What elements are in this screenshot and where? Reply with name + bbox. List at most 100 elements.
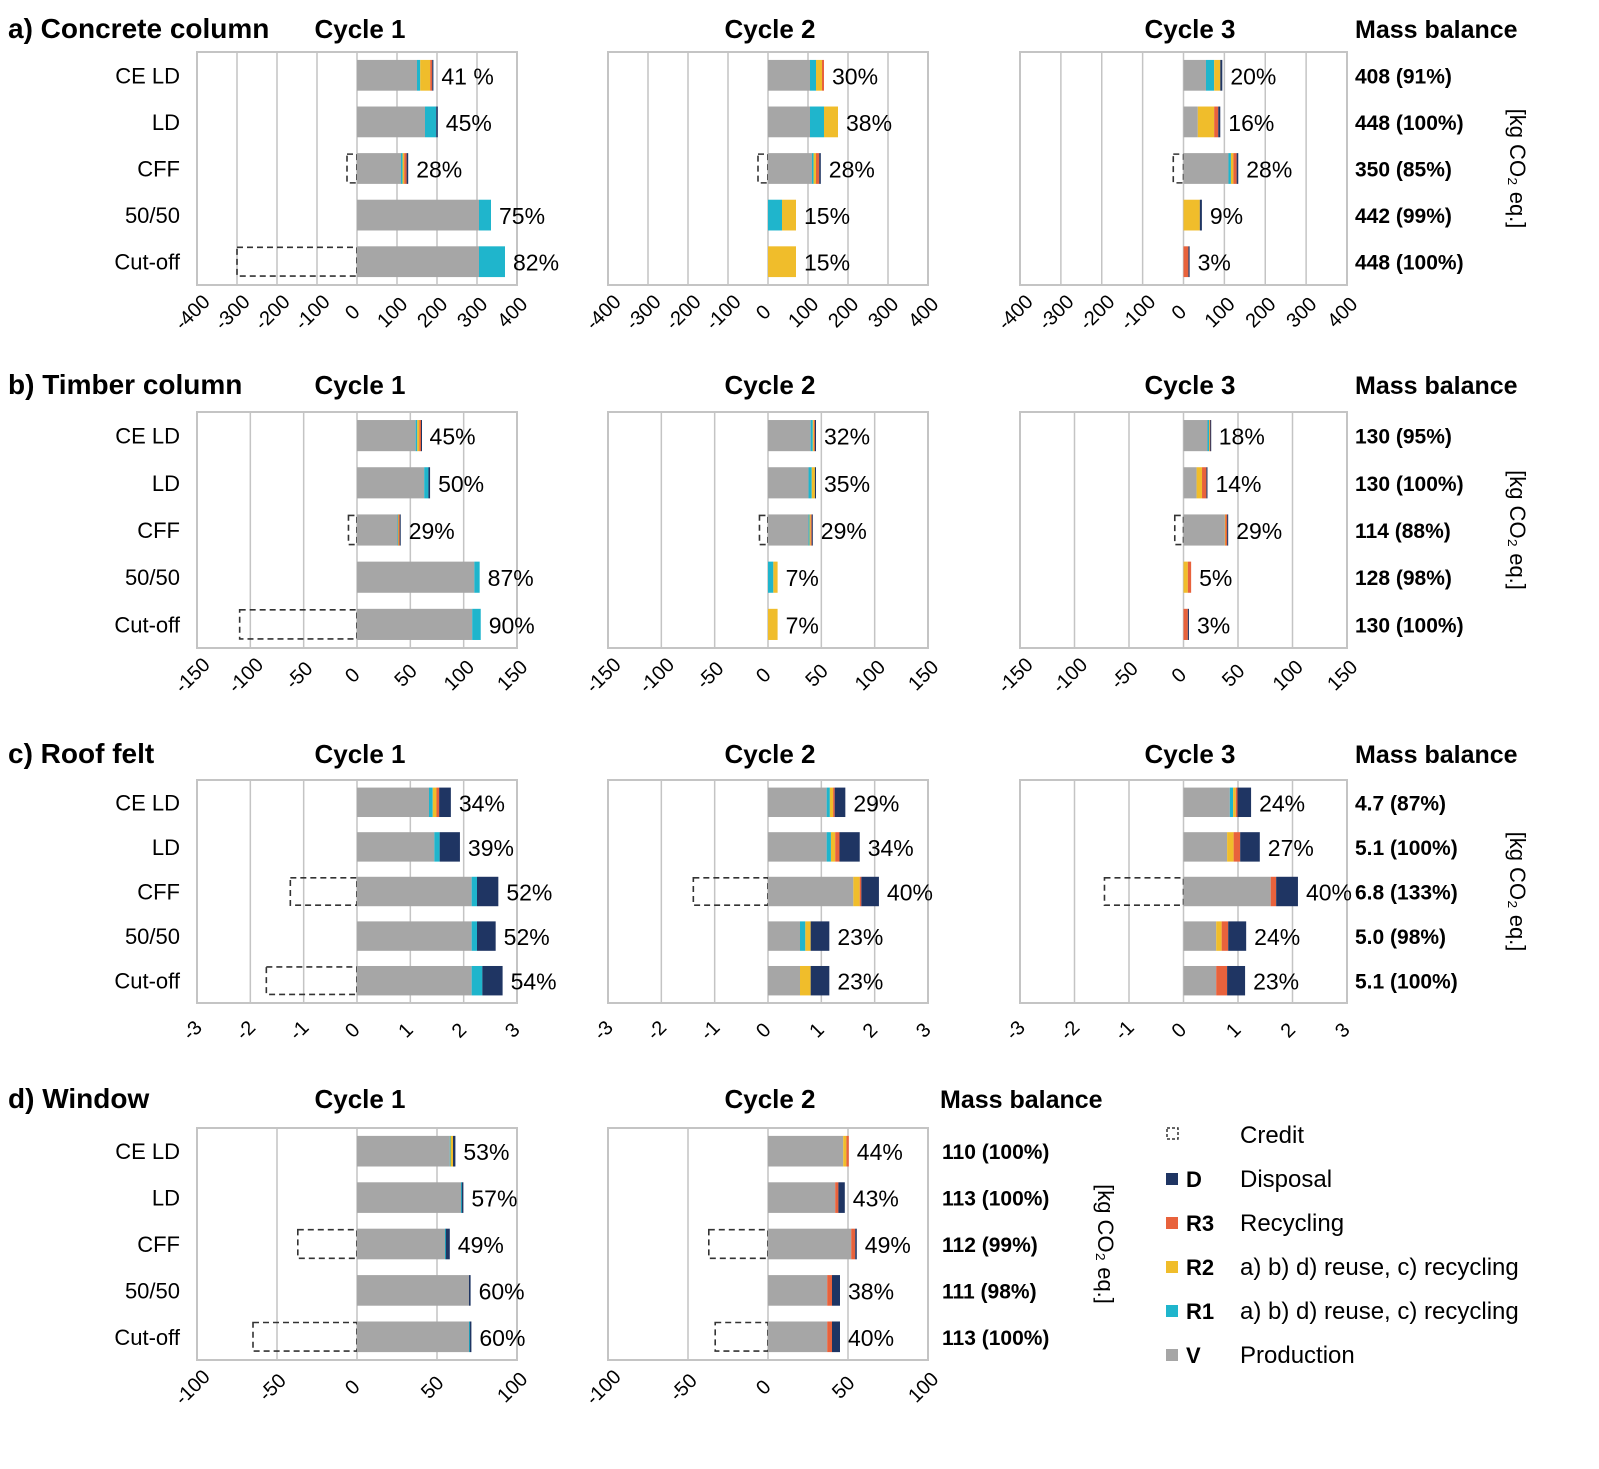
bar-segment-v	[357, 787, 429, 818]
mass-balance-value: 5.1 (100%)	[1355, 971, 1458, 994]
bar-segment-r2	[1233, 787, 1236, 818]
bar-segment-d	[445, 1228, 450, 1260]
bar-segment-d	[439, 832, 460, 862]
panel-0-cycle-3: Cycle 3 -400-300-200-100 0 100 200 300 400 20% 1…	[994, 14, 1363, 335]
bar-segment-v	[768, 106, 810, 138]
percent-label: 23%	[1253, 969, 1299, 995]
category-label: Cut-off	[114, 250, 181, 275]
bar-segment-d	[832, 1321, 840, 1353]
bar-segment-r2	[805, 921, 811, 951]
x-tick-label: 0	[752, 301, 775, 324]
bar-segment-r1	[469, 1321, 470, 1353]
bar-segment-r2	[1209, 420, 1211, 452]
legend-item: R1 a) b) d) reuse, c) recycling	[1166, 1298, 1519, 1325]
x-tick-label: 0	[341, 664, 364, 687]
cycle-title: Cycle 2	[724, 370, 815, 400]
bar-row-50-50: 38%	[768, 1275, 894, 1306]
percent-label: 87%	[488, 565, 534, 591]
bar-segment-r1	[1207, 420, 1210, 452]
mass-balance-value: 112 (99%)	[942, 1234, 1038, 1257]
x-tick-label: -400	[171, 291, 215, 335]
bar-row-cut-off: 3%	[1183, 608, 1230, 640]
bar-segment-r1	[424, 467, 429, 499]
cycle-title: Cycle 1	[314, 1084, 405, 1114]
mass-balance-value: 4.7 (87%)	[1355, 792, 1446, 815]
credit-bar	[707, 1228, 769, 1260]
bar-segment-r1	[479, 199, 491, 231]
percent-label: 34%	[459, 790, 505, 816]
x-tick-label: 0	[341, 1376, 364, 1399]
bar-segment-r3	[816, 153, 820, 184]
unit-label: [kg CO₂ eq.]	[1505, 470, 1530, 590]
legend-swatch-v	[1166, 1349, 1178, 1361]
percent-label: 41 %	[441, 63, 493, 89]
bar-segment-r2	[824, 106, 838, 138]
percent-label: 60%	[479, 1325, 525, 1351]
bar-row-cff: 29%	[1173, 514, 1282, 546]
x-tick-label: -2	[232, 1017, 260, 1045]
bar-segment-r2	[1224, 514, 1226, 546]
bar-segment-r3	[1202, 467, 1207, 499]
bar-segment-d	[861, 876, 879, 907]
bar-segment-r1	[826, 832, 831, 862]
x-tick-label: 100	[851, 656, 890, 695]
bar-segment-v	[768, 787, 827, 818]
bar-segment-r2	[853, 876, 860, 907]
legend-swatch-credit	[1166, 1127, 1179, 1140]
bar-segment-r2	[1214, 59, 1221, 91]
bar-segment-r3	[1183, 608, 1188, 640]
mass-balance-title: Mass balance	[1355, 372, 1518, 400]
section-title: a) Concrete column	[8, 13, 269, 44]
percent-label: 54%	[511, 969, 557, 995]
bar-row-ld: 57%	[357, 1182, 517, 1213]
cycle-title: Cycle 1	[314, 370, 405, 400]
percent-label: 45%	[446, 110, 492, 136]
category-label: CE LD	[115, 63, 180, 88]
bar-segment-v	[1183, 514, 1225, 546]
x-tick-label: -150	[582, 654, 626, 698]
bar-segment-v	[357, 467, 425, 499]
credit-bar	[252, 1321, 358, 1352]
x-tick-label: -50	[255, 1370, 291, 1406]
category-label: LD	[152, 1186, 180, 1211]
bar-segment-v	[357, 246, 479, 278]
bar-segment-r3	[851, 1228, 856, 1260]
bar-row-ld: 35%	[768, 467, 870, 499]
bar-segment-v	[1183, 921, 1217, 951]
x-tick-label: 2	[1277, 1019, 1300, 1042]
percent-label: 23%	[837, 969, 883, 995]
mass-balance-value: 408 (91%)	[1355, 65, 1452, 88]
bar-segment-r2	[1230, 153, 1234, 184]
percent-label: 3%	[1197, 612, 1230, 638]
x-tick-label: 400	[904, 293, 943, 332]
percent-label: 29%	[409, 518, 455, 544]
bar-row-cut-off: 82%	[236, 246, 559, 278]
bar-segment-r1	[800, 921, 806, 951]
x-tick-label: 1	[805, 1019, 828, 1042]
cycle-title: Cycle 3	[1144, 370, 1235, 400]
bar-segment-r3	[419, 420, 421, 452]
x-tick-label: 200	[413, 293, 452, 332]
bar-segment-v	[768, 1275, 828, 1306]
bar-segment-r1	[812, 153, 814, 184]
x-tick-label: 3	[1331, 1019, 1354, 1042]
bar-segment-v	[768, 1228, 852, 1260]
bar-row-ce-ld: 18%	[1183, 420, 1265, 452]
legend-text: Recycling	[1240, 1210, 1344, 1237]
credit-bar	[692, 876, 769, 907]
bar-segment-r1	[479, 246, 505, 278]
legend-code: R1	[1186, 1299, 1214, 1324]
percent-label: 38%	[846, 110, 892, 136]
category-label: 50/50	[125, 203, 180, 228]
x-tick-label: -1	[285, 1017, 313, 1045]
mass-balance-title: Mass balance	[1355, 741, 1518, 769]
x-tick-label: 300	[864, 293, 903, 332]
category-label: 50/50	[125, 924, 180, 949]
bar-row-50-50: 60%	[357, 1275, 525, 1306]
bar-row-ce-ld: 44%	[768, 1135, 903, 1167]
credit-bar	[1172, 153, 1185, 184]
bar-segment-v	[357, 1275, 469, 1306]
percent-label: 82%	[513, 250, 559, 276]
bar-row-50-50: 23%	[768, 921, 883, 951]
